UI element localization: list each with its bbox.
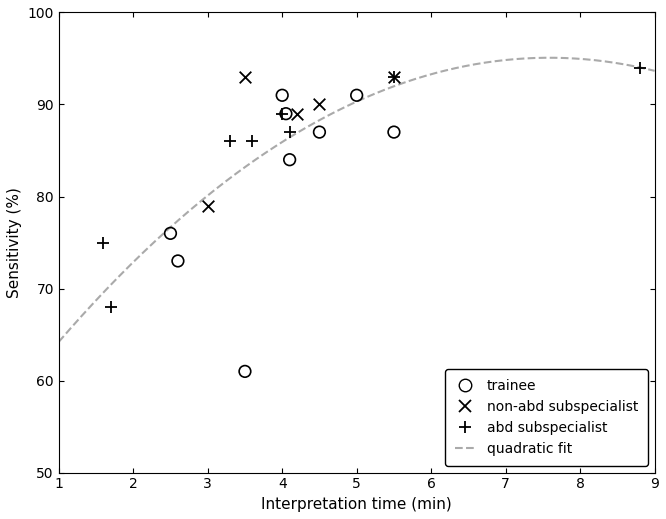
Point (352, 91, 362, 100)
Point (247, 137, 258, 145)
Point (292, 110, 302, 118)
Point (284, 156, 295, 164)
Point (280, 110, 291, 118)
Y-axis label: Sensitivity (%): Sensitivity (%) (7, 187, 22, 298)
Point (277, 110, 288, 118)
X-axis label: Interpretation time (min): Interpretation time (min) (261, 497, 452, 512)
Point (202, 201, 213, 210)
Point (388, 128, 399, 136)
Point (240, 73, 250, 81)
Point (172, 257, 183, 265)
Point (388, 73, 399, 81)
Point (277, 91, 288, 100)
Point (388, 73, 399, 81)
Point (314, 128, 325, 136)
Point (98, 238, 109, 247)
Point (635, 63, 645, 72)
Point (284, 128, 295, 136)
Point (165, 229, 176, 238)
Point (240, 367, 250, 376)
Point (314, 100, 325, 108)
Point (105, 303, 116, 311)
Point (224, 137, 235, 145)
Legend: trainee, non-abd subspecialist, abd subspecialist, quadratic fit: trainee, non-abd subspecialist, abd subs… (445, 370, 647, 466)
